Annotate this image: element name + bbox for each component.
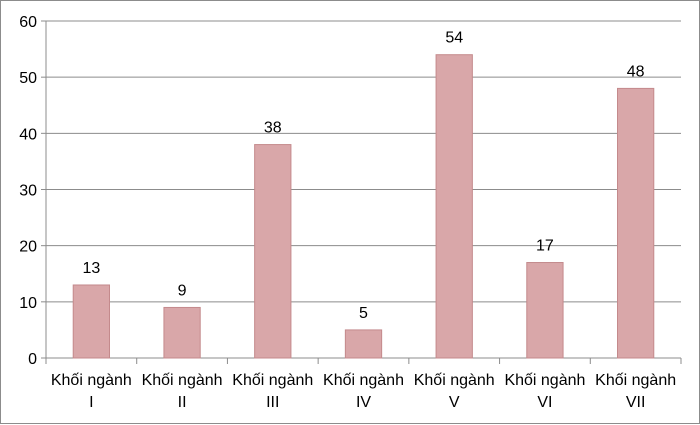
category-label-line1: Khối ngành <box>232 372 313 389</box>
y-tick-labels: 0 10 20 30 40 50 60 <box>19 14 37 368</box>
category-label-line2: VI <box>537 394 552 411</box>
bar-6 <box>526 262 564 359</box>
y-tick-label: 60 <box>19 14 37 31</box>
category-label-line2: III <box>266 394 279 411</box>
gridlines <box>46 20 681 303</box>
y-tick-label: 30 <box>19 183 37 200</box>
bar-2 <box>163 306 201 359</box>
y-tick-label: 10 <box>19 295 37 312</box>
category-label-line2: V <box>449 394 460 411</box>
category-label-line1: Khối ngành <box>414 372 495 389</box>
category-label-line2: II <box>178 394 187 411</box>
category-label-line1: Khối ngành <box>504 372 585 389</box>
bar-4 <box>344 329 383 359</box>
y-tick-label: 20 <box>19 239 37 256</box>
category-label-line1: Khối ngành <box>51 372 132 389</box>
data-label-1: 13 <box>82 260 100 277</box>
y-tick-label: 40 <box>19 126 37 143</box>
bar-3 <box>254 144 292 359</box>
bar-7 <box>617 87 655 359</box>
data-label-3: 38 <box>264 120 282 137</box>
bars <box>72 54 655 359</box>
data-labels: 13 9 38 5 54 17 48 <box>82 30 644 322</box>
category-label-line1: Khối ngành <box>595 372 676 389</box>
data-label-4: 5 <box>359 305 368 322</box>
data-label-7: 48 <box>627 63 645 80</box>
category-label-line2: IV <box>356 394 371 411</box>
category-label-line1: Khối ngành <box>142 372 223 389</box>
bar-1 <box>72 284 110 359</box>
category-label-line2: VII <box>626 394 646 411</box>
bar-5 <box>435 54 473 359</box>
category-label-line2: I <box>89 394 93 411</box>
data-label-5: 54 <box>445 30 463 47</box>
data-label-6: 17 <box>536 238 554 255</box>
y-tick-label: 50 <box>19 70 37 87</box>
data-label-2: 9 <box>178 282 187 299</box>
category-label-line1: Khối ngành <box>323 372 404 389</box>
y-tick-label: 0 <box>28 351 37 368</box>
x-category-labels: Khối ngành I Khối ngành II Khối ngành III Khối… <box>51 372 676 411</box>
